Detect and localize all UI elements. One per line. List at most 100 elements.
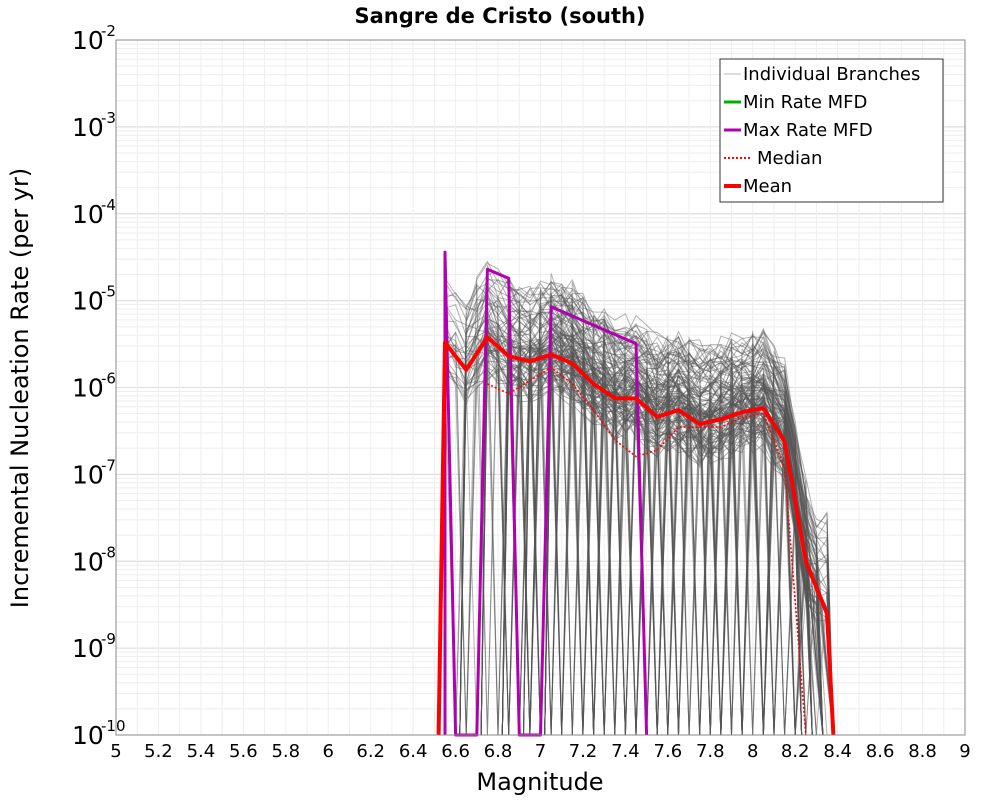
branch-line xyxy=(523,294,813,736)
branch-line xyxy=(459,369,824,736)
branch-line xyxy=(438,348,834,736)
y-tick-label: 10 xyxy=(72,113,104,142)
y-tick-exponent: -6 xyxy=(101,370,116,388)
y-tick-exponent: -8 xyxy=(101,543,116,561)
branch-line xyxy=(480,306,803,736)
branch-line xyxy=(501,304,824,736)
branch-line xyxy=(438,310,824,736)
branch-line xyxy=(480,318,803,736)
branch-line xyxy=(459,295,803,736)
branch-line xyxy=(544,306,813,736)
branch-line xyxy=(523,300,824,736)
branch-line xyxy=(501,283,803,736)
branch-line xyxy=(459,289,834,736)
y-axis-label: Incremental Nucleation Rate (per yr) xyxy=(6,168,34,608)
branch-line xyxy=(544,297,813,736)
x-tick-label: 8 xyxy=(747,741,758,762)
legend-label: Max Rate MFD xyxy=(743,120,873,141)
branch-line xyxy=(480,360,834,736)
branch-line xyxy=(523,313,834,736)
branch-line xyxy=(480,303,834,736)
x-tick-label: 7.6 xyxy=(654,741,683,762)
y-tick-label: 10 xyxy=(72,547,104,576)
branch-line xyxy=(544,332,824,736)
branch-line xyxy=(544,372,824,736)
x-tick-label: 6.8 xyxy=(484,741,513,762)
branch-line xyxy=(480,324,824,736)
y-tick-label: 10 xyxy=(72,26,104,55)
branch-line xyxy=(502,334,834,736)
branch-line xyxy=(438,300,813,736)
x-tick-label: 5.6 xyxy=(229,741,258,762)
branch-line xyxy=(501,335,803,736)
branch-line xyxy=(501,368,824,736)
series-max-rate-mfd xyxy=(443,250,649,737)
y-tick-exponent: -9 xyxy=(101,630,116,648)
x-tick-label: 5.2 xyxy=(144,741,173,762)
branch-line xyxy=(544,323,824,736)
branch-line xyxy=(523,337,834,736)
legend-box xyxy=(719,58,944,203)
y-tick-exponent: -4 xyxy=(101,196,116,214)
branch-line xyxy=(501,287,834,736)
branch-line xyxy=(438,345,803,736)
branch-line xyxy=(501,331,824,736)
branch-line xyxy=(544,368,803,736)
branch-line xyxy=(501,273,824,736)
x-tick-label: 6 xyxy=(323,741,334,762)
chart-title: Sangre de Cristo (south) xyxy=(354,4,645,28)
branch-line xyxy=(438,363,813,736)
branch-line xyxy=(480,330,824,736)
branch-line xyxy=(544,333,834,736)
branch-line xyxy=(438,315,824,736)
y-tick-exponent: -5 xyxy=(101,283,116,301)
legend-label: Individual Branches xyxy=(743,64,920,85)
series-median xyxy=(487,366,807,736)
x-tick-label: 7.8 xyxy=(696,741,725,762)
x-tick-label: 5.8 xyxy=(271,741,300,762)
x-tick-label: 6.6 xyxy=(441,741,470,762)
branch-line xyxy=(438,360,834,736)
branch-line xyxy=(459,276,803,736)
branch-line xyxy=(459,301,834,736)
branch-line xyxy=(544,353,834,736)
x-tick-label: 8.8 xyxy=(908,741,937,762)
individual-branches xyxy=(438,260,834,736)
branch-line xyxy=(438,298,824,736)
branch-line xyxy=(501,374,834,736)
legend-label: Mean xyxy=(743,176,792,197)
branch-line xyxy=(480,265,834,736)
branch-line xyxy=(501,372,824,736)
branch-line xyxy=(438,317,813,736)
branch-line xyxy=(459,349,834,736)
branch-line xyxy=(438,361,803,736)
branch-line xyxy=(501,354,824,736)
branch-line xyxy=(544,326,802,736)
branch-line xyxy=(480,351,803,736)
branch-line xyxy=(501,371,824,736)
branch-line xyxy=(459,301,834,736)
branch-line xyxy=(544,319,813,736)
branch-line xyxy=(523,366,803,736)
y-tick-label: 10 xyxy=(72,634,104,663)
legend-label: Median xyxy=(757,148,822,169)
branch-line xyxy=(523,321,834,736)
x-tick-label: 6.2 xyxy=(356,741,385,762)
branch-line xyxy=(501,373,824,736)
x-tick-label: 5 xyxy=(110,741,121,762)
y-tick-label: 10 xyxy=(72,721,104,750)
branch-line xyxy=(438,348,834,736)
series-mean xyxy=(436,335,836,736)
y-tick-label: 10 xyxy=(72,287,104,316)
x-tick-label: 7.2 xyxy=(569,741,598,762)
branch-line xyxy=(480,359,813,736)
x-axis-label: Magnitude xyxy=(476,768,603,796)
branch-line xyxy=(438,282,824,736)
x-tick-label: 7 xyxy=(535,741,546,762)
y-tick-exponent: -2 xyxy=(101,22,116,40)
branch-line xyxy=(501,278,834,736)
branch-line xyxy=(480,279,834,736)
branch-line xyxy=(480,291,834,736)
plot-frame xyxy=(115,39,966,736)
branch-line xyxy=(459,260,834,736)
